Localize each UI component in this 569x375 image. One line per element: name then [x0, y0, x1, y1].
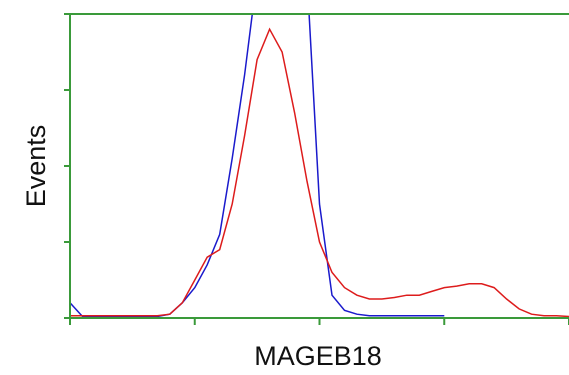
plot-area — [70, 14, 569, 318]
y-axis-label: Events — [21, 125, 51, 208]
histogram-line — [70, 27, 569, 318]
histogram-line — [70, 14, 445, 318]
x-axis-label: MAGEB18 — [254, 341, 382, 371]
